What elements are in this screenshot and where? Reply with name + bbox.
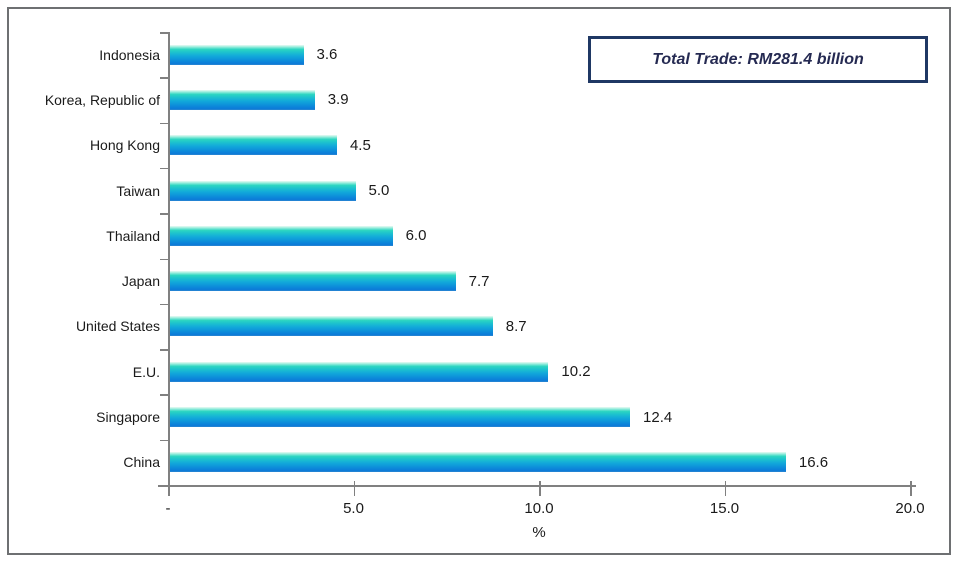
y-axis-tick — [160, 394, 169, 396]
y-axis-tick — [160, 77, 169, 79]
category-label: China — [123, 454, 160, 471]
value-label: 3.6 — [316, 46, 338, 64]
bar — [170, 452, 786, 473]
y-axis-line — [168, 32, 170, 486]
category-label: United States — [75, 318, 160, 335]
value-label: 4.5 — [349, 136, 371, 154]
category-label: Japan — [121, 273, 160, 290]
value-label: 16.6 — [798, 453, 829, 471]
x-axis-tick — [910, 481, 912, 496]
value-label: 10.2 — [561, 363, 591, 381]
category-label: Hong Kong — [89, 137, 160, 154]
x-axis-tick-label: 15.0 — [709, 500, 740, 517]
y-axis-tick — [160, 349, 169, 351]
x-axis-tick — [168, 481, 170, 496]
value-label: 3.9 — [327, 91, 349, 109]
total-trade-annotation-box: Total Trade: RM281.4 billion — [588, 36, 928, 83]
y-axis-tick — [160, 122, 169, 125]
x-axis-tick-label: 20.0 — [895, 500, 925, 517]
bar — [170, 135, 337, 156]
x-axis-tick — [724, 481, 726, 496]
bar — [170, 44, 304, 65]
value-label: 12.4 — [643, 408, 673, 426]
category-label: Thailand — [106, 227, 160, 244]
category-label: Singapore — [96, 409, 160, 426]
value-label: 6.0 — [405, 227, 427, 245]
y-axis-tick — [160, 258, 169, 260]
bar — [170, 89, 315, 110]
bar — [170, 407, 631, 428]
x-axis-line — [158, 485, 916, 487]
y-axis-tick — [160, 167, 169, 170]
bar — [170, 225, 393, 246]
x-axis-tick-label: 10.0 — [524, 500, 554, 517]
category-label: Indonesia — [99, 46, 160, 63]
category-label: Taiwan — [116, 182, 160, 199]
value-label: 7.7 — [468, 272, 490, 290]
y-axis-tick — [160, 213, 169, 215]
category-label: Korea, Republic of — [44, 91, 160, 108]
total-trade-annotation-text: Total Trade: RM281.4 billion — [652, 50, 864, 68]
x-axis-tick — [353, 481, 355, 496]
category-label: E.U. — [132, 363, 160, 380]
x-axis-title: % — [532, 524, 546, 541]
bar — [170, 271, 456, 292]
bar — [170, 361, 549, 382]
y-axis-tick — [160, 439, 169, 442]
y-axis-tick — [160, 32, 169, 34]
value-label: 5.0 — [368, 182, 390, 200]
bar — [170, 316, 493, 337]
value-label: 8.7 — [505, 317, 527, 335]
x-axis-tick-label: 5.0 — [343, 500, 364, 517]
bar — [170, 180, 356, 201]
x-axis-tick — [539, 481, 541, 496]
x-axis-tick-label: - — [165, 500, 171, 517]
y-axis-tick — [160, 303, 169, 306]
